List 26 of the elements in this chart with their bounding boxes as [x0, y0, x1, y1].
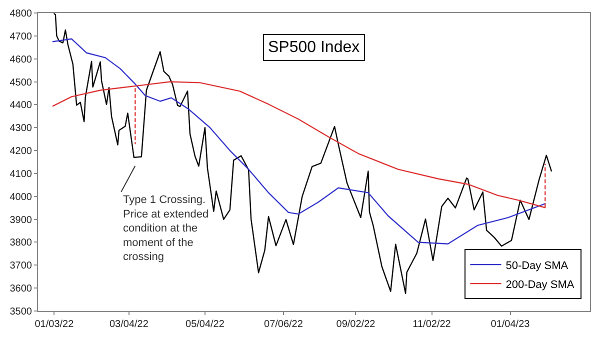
- y-tick-label: 4200: [10, 146, 32, 158]
- y-tick-label: 4500: [10, 77, 32, 88]
- x-tick-label: 11/02/22: [412, 319, 452, 330]
- y-tick-label: 3800: [10, 238, 32, 249]
- line-series: [52, 38, 546, 244]
- y-tick-label: 4100: [10, 168, 32, 180]
- y-tick-label: 3500: [10, 306, 32, 318]
- x-tick-label: 01/04/23: [490, 319, 530, 330]
- y-tick-label: 3900: [10, 214, 32, 226]
- legend-label: 200-Day SMA: [506, 278, 575, 291]
- y-tick-label: 4700: [10, 31, 32, 42]
- y-tick-label: 4800: [10, 8, 32, 20]
- y-tick-label: 3700: [10, 260, 32, 272]
- x-tick-label: 01/03/22: [34, 319, 74, 330]
- text: SP500 Index: [268, 39, 360, 56]
- x-tick-label: 09/02/22: [336, 319, 376, 330]
- x-tick-label: 03/04/22: [109, 319, 149, 330]
- y-tick-label: 4000: [10, 192, 32, 203]
- y-tick-label: 4300: [10, 123, 32, 134]
- annotation: Type 1 Crossing. Price at extended condition at the moment of the crossing: [123, 194, 209, 264]
- x-tick-label: 05/04/22: [186, 319, 225, 330]
- legend-label: 50-Day SMA: [506, 260, 569, 272]
- y-tick-label: 4600: [10, 54, 32, 66]
- x-tick-label: 07/06/22: [264, 319, 304, 330]
- y-tick-label: 3600: [10, 284, 32, 295]
- y-tick-label: 4400: [10, 100, 32, 112]
